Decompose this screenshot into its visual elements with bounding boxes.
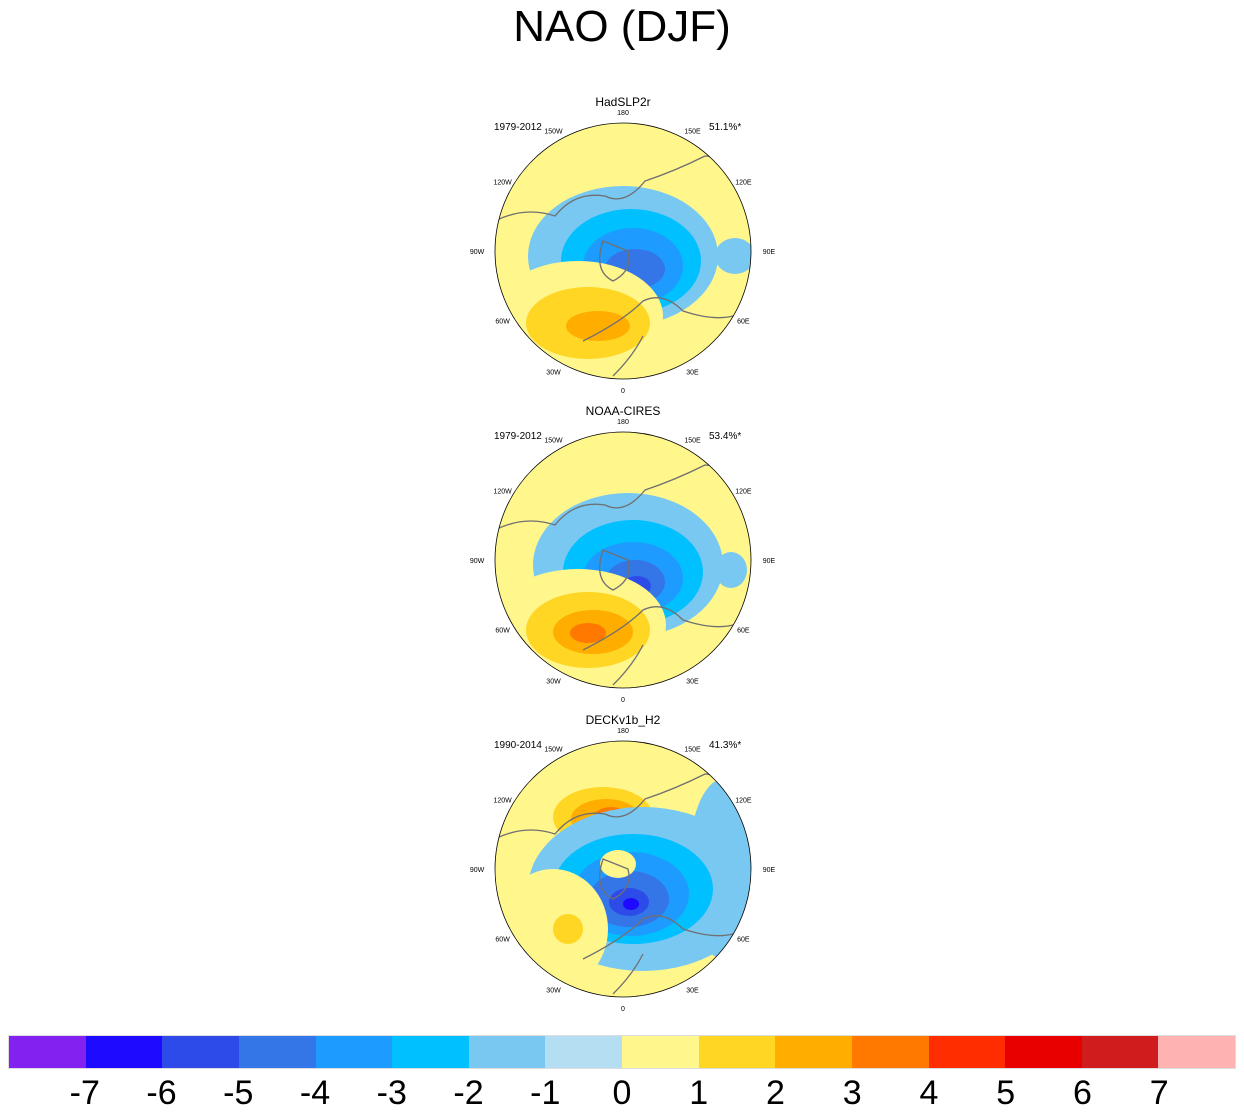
- panel-title: NOAA-CIRES: [586, 404, 661, 418]
- polar-map-panel: NOAA-CIRES 1979-2012 53.4%* 0 30E 60E 90E 120E 1…: [470, 404, 776, 704]
- longitude-label: 60W: [495, 937, 510, 944]
- colorbar-swatch: [1005, 1036, 1082, 1068]
- longitude-label: 90E: [763, 249, 776, 256]
- colorbar-swatch: [928, 1036, 1006, 1068]
- colorbar-swatch: [545, 1036, 622, 1068]
- panel-variance: 51.1%*: [709, 122, 741, 133]
- longitude-label: 30W: [546, 369, 561, 376]
- longitude-label: 30E: [686, 369, 699, 376]
- longitude-label: 180: [617, 728, 629, 735]
- colorbar-tick-label: 0: [612, 1074, 632, 1112]
- colorbar-swatch: [622, 1036, 699, 1068]
- colorbar-tick-label: 1: [689, 1074, 709, 1112]
- colorbar-tick-label: 5: [996, 1074, 1016, 1112]
- contour-region: [688, 779, 751, 959]
- contour-region: [553, 914, 583, 944]
- colorbar-swatch: [851, 1036, 929, 1068]
- colorbar: [8, 1035, 1236, 1069]
- colorbar-swatch: [238, 1036, 316, 1068]
- colorbar-tick-label: 2: [766, 1074, 785, 1112]
- longitude-label: 180: [617, 419, 629, 426]
- colorbar-swatch: [468, 1036, 546, 1068]
- longitude-label: 120W: [493, 489, 512, 496]
- colorbar-swatch: [698, 1036, 776, 1068]
- colorbar-tick-label: 6: [1073, 1074, 1092, 1112]
- longitude-label: 150W: [544, 747, 563, 754]
- longitude-label: 60W: [495, 628, 510, 635]
- colorbar-swatch: [1081, 1036, 1159, 1068]
- longitude-label: 150W: [544, 129, 563, 136]
- contour-region: [715, 552, 747, 588]
- longitude-label: 30E: [686, 678, 699, 685]
- colorbar-tick-label: -3: [376, 1074, 407, 1112]
- longitude-label: 120E: [735, 180, 752, 187]
- panel-title: DECKv1b_H2: [586, 713, 661, 727]
- colorbar-tick-label: -1: [530, 1074, 561, 1112]
- panel-variance: 53.4%*: [709, 431, 741, 442]
- longitude-label: 60E: [737, 937, 750, 944]
- map-border: [494, 122, 752, 380]
- longitude-label: 30W: [546, 678, 561, 685]
- panel-variance: 41.3%*: [709, 740, 741, 751]
- longitude-label: 30W: [546, 987, 561, 994]
- figure-title: NAO (DJF): [513, 2, 731, 51]
- longitude-label: 120E: [735, 489, 752, 496]
- longitude-label: 60E: [737, 319, 750, 326]
- longitude-label: 150E: [684, 129, 701, 136]
- polar-map-panel: HadSLP2r 1979-2012 51.1%* 0 30E 60E 90E 120E 150…: [470, 95, 776, 395]
- colorbar-tick-label: 3: [842, 1074, 862, 1112]
- colorbar-swatch: [315, 1036, 393, 1068]
- longitude-label: 60E: [737, 628, 750, 635]
- panel-period: 1979-2012: [494, 122, 542, 133]
- colorbar-swatch: [85, 1036, 163, 1068]
- colorbar-swatch: [392, 1036, 469, 1068]
- contour-region: [570, 623, 606, 643]
- contour-region: [566, 311, 630, 341]
- colorbar-tick-label: -2: [453, 1074, 484, 1112]
- longitude-label: 120W: [493, 798, 512, 805]
- longitude-label: 90W: [470, 867, 485, 874]
- longitude-label: 180: [617, 110, 629, 117]
- panel-period: 1979-2012: [494, 431, 542, 442]
- longitude-label: 60W: [495, 319, 510, 326]
- longitude-label: 90W: [470, 558, 485, 565]
- coastline: [495, 763, 751, 995]
- longitude-label: 150E: [684, 438, 701, 445]
- longitude-label: 0: [621, 388, 625, 395]
- map-border: [494, 740, 752, 998]
- panel-title: HadSLP2r: [595, 95, 650, 109]
- longitude-label: 90W: [470, 249, 485, 256]
- colorbar-tick-label: -6: [146, 1074, 177, 1112]
- longitude-label: 90E: [763, 867, 776, 874]
- contour-region: [715, 238, 751, 274]
- coastline: [495, 454, 751, 686]
- longitude-label: 150W: [544, 438, 563, 445]
- colorbar-tick-label: 4: [919, 1074, 939, 1112]
- longitude-label: 120E: [735, 798, 752, 805]
- colorbar-swatch: [1158, 1036, 1235, 1068]
- longitude-label: 0: [621, 1006, 625, 1013]
- colorbar-tick-label: -7: [69, 1074, 100, 1112]
- colorbar-swatch: [775, 1036, 852, 1068]
- longitude-label: 120W: [493, 180, 512, 187]
- polar-maps: HadSLP2r 1979-2012 51.1%* 0 30E 60E 90E 120E 150…: [470, 95, 776, 1013]
- coastline: [495, 145, 751, 377]
- colorbar-tick-label: 7: [1149, 1074, 1169, 1112]
- colorbar-tick-label: -5: [223, 1074, 254, 1112]
- colorbar-tick-label: -4: [299, 1074, 331, 1112]
- colorbar-swatch: [9, 1036, 86, 1068]
- panel-period: 1990-2014: [494, 740, 542, 751]
- contour-region: [600, 850, 636, 878]
- colorbar-swatch: [162, 1036, 239, 1068]
- contour-region: [623, 898, 639, 910]
- map-border: [494, 431, 752, 689]
- longitude-label: 30E: [686, 987, 699, 994]
- longitude-label: 0: [621, 697, 625, 704]
- longitude-label: 150E: [684, 747, 701, 754]
- longitude-label: 90E: [763, 558, 776, 565]
- polar-map-panel: DECKv1b_H2 1990-2014 41.3%* 0 30E 60E 90E 120E 1…: [470, 713, 776, 1013]
